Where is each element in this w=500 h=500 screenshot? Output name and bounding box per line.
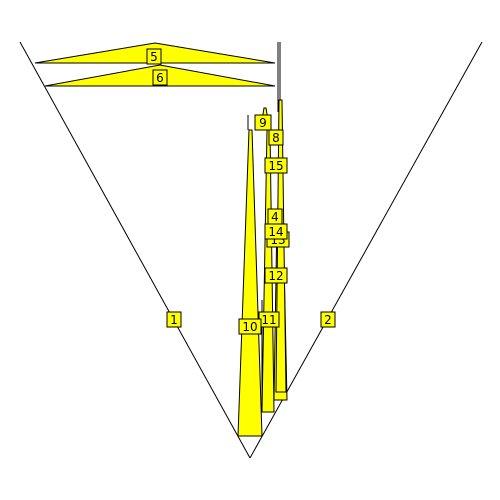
edge-1: [19, 41, 251, 459]
label-6-text: 6: [156, 71, 164, 85]
spike-10: [237, 129, 263, 437]
label-5-text: 5: [150, 50, 158, 64]
label-4: 4: [267, 208, 283, 225]
label-1: 1: [166, 311, 182, 328]
label-15-text: 15: [268, 159, 283, 173]
label-2: 2: [320, 311, 336, 328]
label-11: 11: [258, 311, 280, 328]
label-6: 6: [152, 69, 168, 86]
label-9: 9: [254, 114, 272, 131]
label-8-text: 8: [272, 131, 280, 145]
label-12: 12: [264, 267, 288, 284]
label-15: 15: [264, 157, 288, 174]
label-8: 8: [268, 129, 284, 146]
label-10: 10: [238, 318, 262, 335]
label-14-text: 14: [268, 225, 283, 239]
label-10-text: 10: [242, 320, 257, 334]
label-12-text: 12: [268, 269, 283, 283]
label-2-text: 2: [324, 313, 332, 327]
label-5: 5: [146, 48, 162, 65]
label-14: 14: [264, 223, 288, 240]
label-11-text: 11: [261, 313, 276, 327]
label-4-text: 4: [271, 210, 279, 224]
label-1-text: 1: [170, 313, 178, 327]
edge-2: [249, 41, 483, 459]
label-9-text: 9: [259, 116, 267, 130]
